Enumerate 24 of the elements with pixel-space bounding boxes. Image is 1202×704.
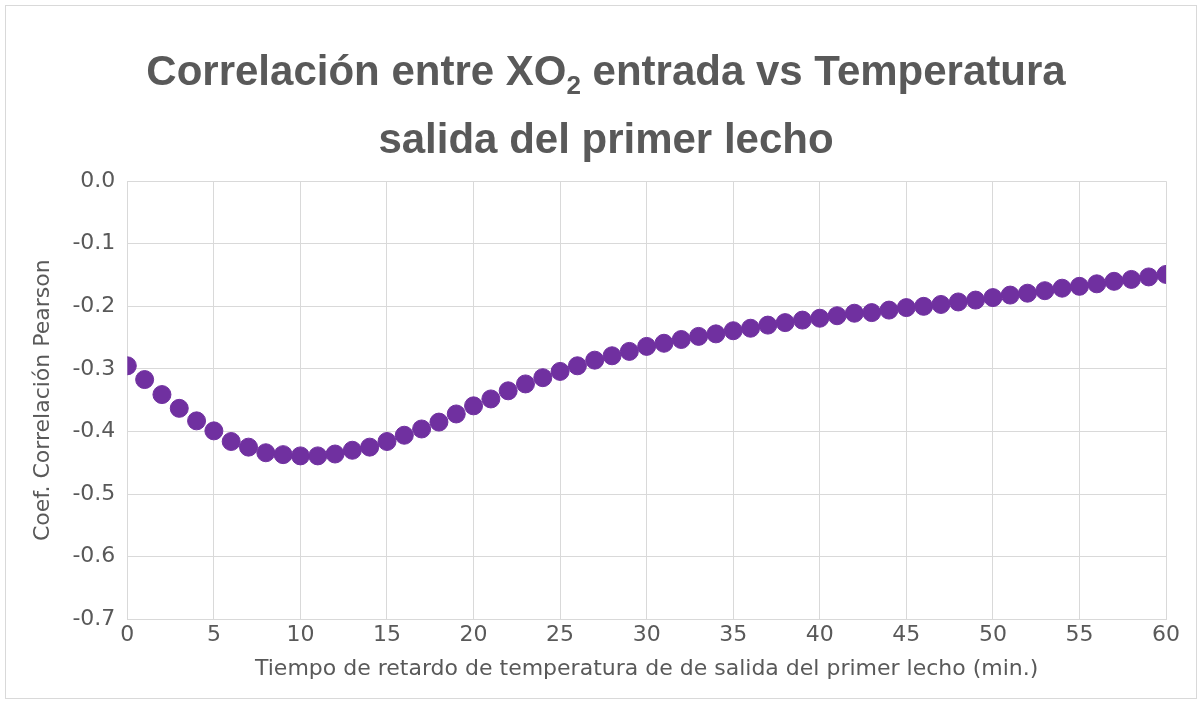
x-tick-label: 60 [1152, 621, 1180, 647]
x-axis-title: Tiempo de retardo de temperatura de de salida del primer lecho (min.) [253, 654, 1039, 680]
x-tick-label: 0 [120, 621, 135, 647]
chart-title: Correlación entre XO$_{2}$ entrada vs Temperatura salida del primer lecho [145, 46, 1067, 165]
y-tick-label: -0.3 [72, 354, 116, 380]
x-tick-label: 35 [719, 621, 748, 647]
x-tick-label: 15 [372, 621, 401, 647]
y-axis-title: Coef. Correlación Pearson [28, 259, 54, 542]
x-tick-label: 45 [892, 621, 921, 647]
y-tick-label: -0.7 [72, 604, 116, 630]
x-tick-label: 5 [206, 621, 221, 647]
x-tick-label: 25 [546, 621, 575, 647]
x-tick-label: 50 [978, 621, 1007, 647]
y-tick-label: -0.5 [72, 479, 116, 505]
x-tick-label: 20 [459, 621, 488, 647]
y-tick-label: -0.6 [72, 542, 116, 568]
x-tick-label: 10 [286, 621, 315, 647]
y-tick-label: -0.1 [72, 229, 116, 255]
x-tick-label: 30 [632, 621, 661, 647]
y-tick-label: 0.0 [80, 166, 116, 192]
x-tick-label: 40 [805, 621, 834, 647]
y-tick-label: -0.4 [72, 417, 116, 443]
y-tick-label: -0.2 [72, 292, 116, 318]
x-tick-label: 55 [1065, 621, 1094, 647]
